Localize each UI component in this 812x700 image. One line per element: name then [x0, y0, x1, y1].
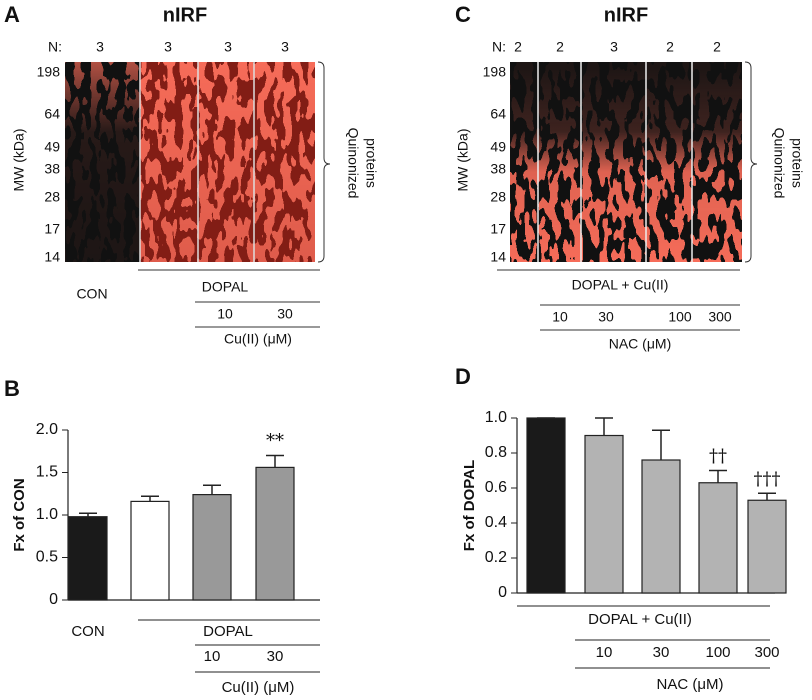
bar: [255, 466, 295, 601]
bracket-label: Quinonized: [771, 128, 787, 199]
group-label: DOPAL: [203, 623, 253, 640]
x-tick-label: 30: [267, 648, 284, 665]
panel-label: D: [455, 364, 471, 389]
bracket-label: proteins: [789, 138, 805, 188]
panel-label: C: [455, 2, 471, 27]
x-tick-label: 30: [653, 644, 670, 661]
bar: [526, 417, 566, 594]
y-tick-label: 0: [49, 591, 58, 608]
y-tick-label: 0.8: [485, 444, 507, 461]
error-bar: [203, 484, 221, 495]
n-value: 2: [514, 39, 522, 55]
y-tick-label: 0.2: [485, 549, 507, 566]
significance: **: [266, 431, 284, 452]
mw-tick-label: 14: [44, 249, 60, 265]
n-value: 3: [610, 39, 618, 55]
y-axis-label: Fx of CON: [11, 478, 28, 551]
mw-tick-label: 64: [44, 106, 60, 122]
gel-title: nIRF: [604, 4, 648, 26]
mw-tick-label: 17: [44, 221, 60, 237]
y-tick-label: 0.4: [485, 514, 507, 531]
concentration-label: NAC (μM): [609, 336, 672, 352]
error-bar: [141, 495, 159, 502]
error-bar: [595, 417, 613, 436]
concentration: 100: [668, 309, 692, 325]
error-bar: [709, 469, 727, 483]
mw-tick-label: 17: [490, 221, 506, 237]
x-tick-label: 300: [754, 644, 779, 661]
concentration: 10: [217, 306, 233, 322]
bar: [68, 516, 108, 601]
group-label: DOPAL: [202, 279, 249, 295]
mw-tick-label: 49: [44, 139, 60, 155]
bar: [584, 434, 624, 594]
bar: [641, 459, 681, 594]
mw-tick-label: 64: [490, 106, 506, 122]
n-value: 2: [666, 39, 674, 55]
lane-label: CON: [76, 286, 107, 302]
mw-tick-label: 14: [490, 249, 506, 265]
mw-tick-label: 38: [44, 161, 60, 177]
n-value: 3: [281, 39, 289, 55]
y-tick-label: 0.5: [36, 549, 58, 566]
bar: [192, 494, 232, 601]
error-bar: [79, 512, 97, 517]
mw-tick-label: 28: [44, 189, 60, 205]
y-tick-label: 1.0: [36, 506, 58, 523]
error-bar: [758, 492, 776, 501]
n-value: 2: [713, 39, 721, 55]
bar: [698, 482, 738, 594]
concentration: 30: [598, 309, 614, 325]
mw-tick-label: 198: [483, 64, 507, 80]
mw-tick-label: 28: [490, 189, 506, 205]
y-tick-label: 2.0: [36, 421, 58, 438]
significance: ††: [709, 446, 727, 467]
y-axis-label: MW (kDa): [455, 129, 471, 192]
x-tick-label: 100: [705, 644, 730, 661]
mw-tick-label: 38: [490, 161, 506, 177]
group-label: Cu(II) (μM): [222, 679, 295, 696]
y-axis-label: Fx of DOPAL: [461, 460, 478, 551]
mw-tick-label: 198: [37, 64, 61, 80]
y-tick-label: 1.0: [485, 409, 507, 426]
concentration: 10: [552, 309, 568, 325]
concentration-label: Cu(II) (μM): [224, 331, 292, 347]
mw-tick-label: 49: [490, 139, 506, 155]
n-label: N:: [492, 39, 506, 55]
y-axis-label: MW (kDa): [11, 129, 27, 192]
group-label: DOPAL + Cu(II): [588, 611, 692, 628]
panel-label: B: [4, 376, 20, 401]
x-tick-label: 10: [596, 644, 613, 661]
y-tick-label: 0.6: [485, 479, 507, 496]
n-value: 3: [164, 39, 172, 55]
y-tick-label: 1.5: [36, 464, 58, 481]
gel-a-image: [65, 61, 331, 328]
group-label: DOPAL + Cu(II): [572, 277, 669, 293]
significance: †††: [754, 468, 781, 489]
gel-title: nIRF: [163, 4, 207, 26]
y-tick-label: 0: [498, 584, 507, 601]
x-tick-label: CON: [71, 623, 104, 640]
n-label: N:: [48, 39, 62, 55]
bracket-label: proteins: [363, 138, 379, 188]
group-label: NAC (μM): [657, 676, 724, 693]
gel-c-image: [497, 61, 758, 331]
bracket-label: Quinonized: [345, 128, 361, 199]
error-bar: [266, 454, 284, 468]
bar: [747, 499, 787, 594]
x-tick-label: 10: [204, 648, 221, 665]
concentration: 30: [277, 306, 293, 322]
error-bar: [652, 429, 670, 460]
concentration: 300: [708, 309, 732, 325]
n-value: 3: [96, 39, 104, 55]
n-value: 2: [556, 39, 564, 55]
bar: [130, 500, 170, 601]
n-value: 3: [224, 39, 232, 55]
panel-label: A: [4, 2, 20, 27]
